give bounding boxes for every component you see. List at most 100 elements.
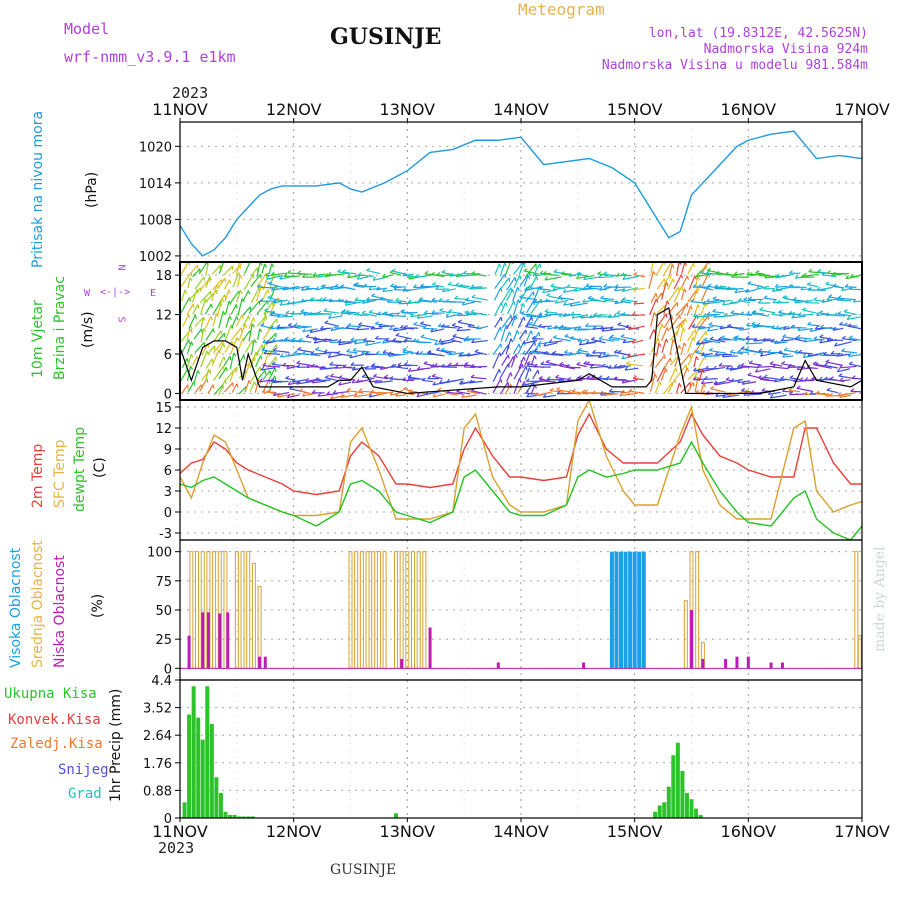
- wind-barb-head: [555, 374, 560, 378]
- wind-barb-head: [657, 338, 660, 343]
- compass-rose: W E N S <-|->: [84, 262, 164, 326]
- wind-barb-head: [752, 310, 757, 314]
- wind-barb: [534, 273, 546, 277]
- wind-barb-head: [702, 312, 707, 317]
- wind-barb: [758, 275, 776, 278]
- wind-barb-head: [248, 380, 252, 385]
- wind-barb: [373, 276, 388, 281]
- wind-barb-head: [526, 363, 531, 367]
- wind-barb-head: [825, 312, 830, 316]
- wind-barb: [543, 394, 557, 398]
- wind-barb-head: [393, 284, 397, 289]
- high-cloud-bar: [632, 551, 637, 669]
- wind-barb: [699, 383, 705, 395]
- wind-barb: [368, 380, 382, 383]
- wind-barb-head: [229, 356, 232, 361]
- wind-barb: [699, 272, 712, 276]
- wind-barb-head: [504, 262, 507, 267]
- wind-barb-head: [799, 377, 804, 381]
- wind-barb: [354, 299, 371, 302]
- wind-barb-head: [315, 286, 319, 291]
- wind-barb: [542, 273, 559, 276]
- wind-barb-head: [500, 343, 502, 348]
- wind-barb-head: [690, 298, 695, 302]
- wind-barb-head: [517, 286, 520, 292]
- wind-barb: [707, 285, 720, 289]
- wind-barb: [681, 275, 688, 287]
- wind-barb-head: [712, 308, 717, 313]
- wind-barb-head: [452, 333, 457, 337]
- wind-barb-head: [613, 376, 617, 380]
- wind-y-tick-label: 0: [164, 387, 172, 402]
- wind-barb: [456, 391, 471, 395]
- wind-barb-head: [793, 378, 797, 382]
- wind-barb-head: [580, 314, 584, 319]
- wind-barb-head: [263, 350, 268, 354]
- pressure-line: [179, 130, 863, 257]
- wind-barb: [697, 368, 715, 373]
- wind-barb-head: [714, 284, 718, 288]
- wind-barb: [370, 366, 382, 369]
- wind-barb: [518, 329, 527, 340]
- wind-barb-head: [730, 378, 735, 383]
- wind-barb-head: [522, 303, 526, 308]
- wind-barb-head: [849, 286, 853, 290]
- wind-barb-head: [798, 349, 803, 354]
- wind-barb: [299, 390, 314, 395]
- wind-barb: [803, 273, 819, 277]
- wind-barb-head: [461, 301, 466, 306]
- wind-barb: [248, 323, 253, 342]
- wind-barb-head: [598, 274, 603, 278]
- wind-barb: [340, 312, 352, 315]
- wind-barb: [423, 327, 438, 330]
- wind-barb: [420, 323, 432, 327]
- wind-barb-head: [402, 349, 407, 353]
- wind-barb-head: [659, 381, 662, 386]
- wind-barb: [674, 364, 687, 380]
- wind-barb-head: [533, 363, 538, 368]
- wind-barb: [546, 294, 564, 301]
- wind-barb: [314, 340, 325, 344]
- wind-barb-head: [522, 340, 526, 344]
- wind-barb: [212, 341, 224, 354]
- wind-barb: [712, 299, 731, 304]
- wind-barb: [539, 288, 551, 291]
- wind-barb-head: [609, 334, 614, 338]
- wind-barb: [404, 364, 418, 367]
- wind-barb-head: [410, 313, 414, 318]
- wind-barb-head: [694, 275, 697, 280]
- wind-barb-head: [556, 386, 561, 391]
- precip-bar: [182, 802, 187, 818]
- wind-barb-head: [844, 283, 849, 288]
- wind-barb: [427, 353, 445, 357]
- wind-barb-head: [329, 373, 334, 377]
- wind-barb-head: [323, 338, 328, 342]
- wind-barb: [675, 319, 685, 329]
- wind-barb: [439, 309, 451, 314]
- wind-barb: [744, 349, 762, 354]
- wind-barb-head: [544, 276, 548, 281]
- wind-barb-head: [729, 299, 734, 304]
- wind-barb-head: [320, 284, 325, 288]
- wind-barb-head: [314, 377, 319, 381]
- wind-barb: [525, 392, 538, 395]
- wind-barb-head: [430, 271, 435, 276]
- wind-barb-head: [261, 389, 266, 393]
- wind-barb-head: [291, 300, 295, 305]
- wind-barb: [710, 388, 726, 393]
- precip-bar: [205, 686, 210, 818]
- wind-barb: [248, 317, 254, 330]
- wind-barb: [570, 302, 588, 307]
- wind-barb: [501, 354, 509, 366]
- wind-barb-head: [704, 365, 709, 370]
- wind-barb-head: [543, 342, 547, 347]
- wind-barb: [505, 338, 512, 355]
- wind-barb-head: [591, 336, 596, 340]
- prec-y-tick-label: 0.88: [143, 784, 172, 799]
- wind-barb-head: [806, 281, 811, 285]
- wind-barb-head: [265, 339, 269, 344]
- wind-barb-head: [296, 380, 300, 385]
- wind-barb: [695, 351, 707, 356]
- wind-barb-head: [749, 272, 753, 276]
- wind-barb: [838, 392, 856, 397]
